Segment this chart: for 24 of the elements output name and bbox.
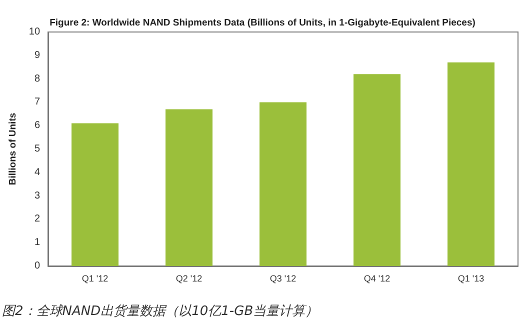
y-tick-label: 0	[34, 260, 40, 272]
x-tick-label: Q3 '12	[270, 274, 296, 284]
bar	[166, 109, 213, 266]
x-tick-label: Q1 '12	[82, 274, 108, 284]
y-tick-label: 6	[34, 120, 40, 132]
bar	[72, 123, 119, 266]
bar	[354, 74, 401, 266]
y-tick-label: 7	[34, 96, 40, 108]
y-axis-title: Billions of Units	[8, 112, 18, 186]
y-tick-label: 8	[34, 73, 40, 84]
x-tick-label: Q2 '12	[176, 274, 202, 284]
bar	[260, 102, 307, 266]
chart-title: Figure 2: Worldwide NAND Shipments Data (Billions of Units, in 1-Gigabyte-Equivalent Pieces)	[50, 18, 476, 28]
bar	[448, 62, 494, 266]
y-tick-label: 2	[34, 214, 40, 225]
x-tick-label: Q1 '13	[458, 274, 484, 284]
y-tick-label: 4	[34, 166, 40, 178]
y-tick-label: 1	[34, 237, 40, 248]
y-tick-label: 9	[34, 50, 40, 61]
y-tick-label: 5	[34, 144, 40, 154]
y-tick-label: 3	[34, 190, 40, 202]
x-tick-label: Q4 '12	[364, 274, 390, 284]
y-tick-label: 10	[28, 26, 40, 38]
caption: 图2：全球NAND出货量数据（以10亿1-GB当量计算）	[2, 304, 318, 319]
